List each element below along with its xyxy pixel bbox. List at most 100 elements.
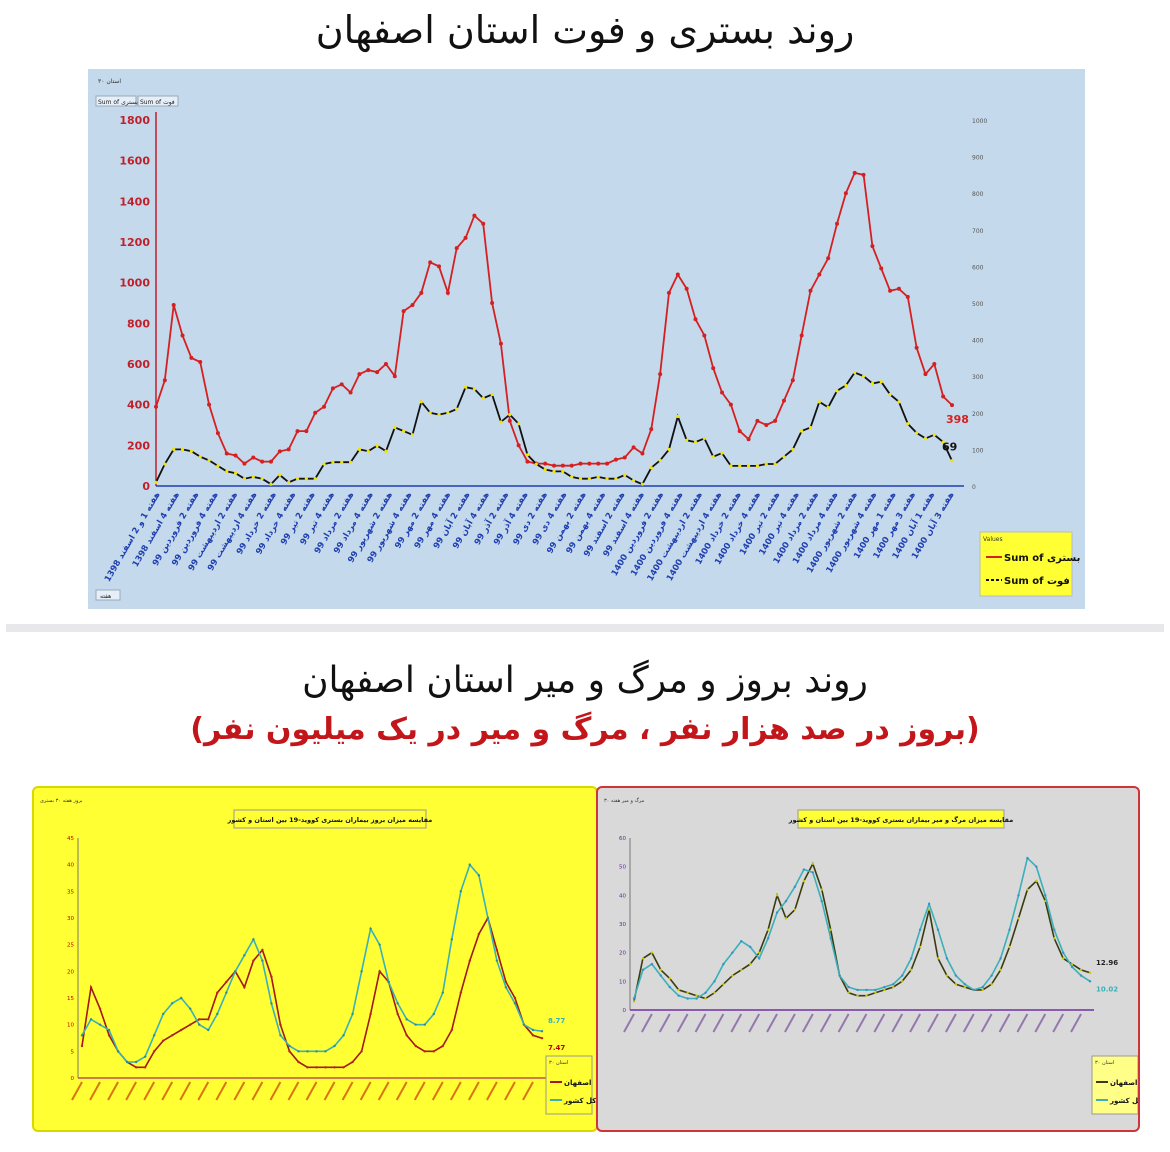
- mini-series-point: [405, 1018, 408, 1021]
- mini-series-point: [775, 894, 779, 897]
- mini-series-point: [945, 974, 949, 977]
- hospitalized-point: [764, 423, 769, 427]
- mini-series-point: [152, 1034, 156, 1037]
- filter-button-label: هفته: [100, 593, 111, 600]
- mini-x-tick-label-mark: [449, 1081, 462, 1101]
- mini-series-point: [161, 1039, 165, 1042]
- mini-x-tick-label-mark: [323, 1081, 336, 1101]
- mini-series-point: [198, 1023, 201, 1026]
- death-point: [764, 462, 768, 466]
- mini-y-tick-label: 50: [619, 865, 626, 871]
- hospitalized-point: [941, 394, 946, 399]
- filter-button: [95, 589, 121, 601]
- legend-title: Values: [983, 536, 1003, 543]
- mini-series-point: [775, 911, 779, 914]
- mini-series-point: [909, 968, 913, 972]
- deaths-last-label: 69: [942, 441, 957, 454]
- mini-series-point: [847, 991, 850, 994]
- mini-series-point: [990, 983, 993, 986]
- mini-series-point: [351, 1060, 354, 1064]
- mini-series-point: [766, 937, 770, 940]
- death-point: [861, 374, 866, 378]
- mini-series-point: [1026, 856, 1029, 860]
- mini-series-point: [270, 1002, 273, 1005]
- hospitalized-point: [348, 390, 353, 395]
- mini-y-tick-label: 5: [71, 1049, 75, 1055]
- mini-series-point: [486, 916, 490, 920]
- mini-series-point: [98, 1023, 102, 1026]
- mini-x-tick-label-mark: [1052, 1013, 1065, 1033]
- death-point: [853, 370, 857, 375]
- hospitalized-point: [189, 355, 194, 360]
- mini-series-point: [677, 994, 680, 997]
- mini-series-point: [704, 991, 707, 994]
- mini-x-tick-label-mark: [801, 1013, 814, 1033]
- mini-series-point: [423, 1050, 426, 1053]
- death-point: [640, 482, 645, 486]
- death-point: [525, 453, 530, 457]
- mini-legend-box: [1091, 1055, 1139, 1115]
- mini-x-tick-label-mark: [1034, 1013, 1047, 1033]
- mini-x-tick-label-mark: [107, 1081, 119, 1101]
- mini-series-point: [477, 932, 481, 936]
- mini-series-point: [89, 1018, 93, 1021]
- mini-series-point: [1061, 951, 1065, 954]
- mini-series-point: [1088, 980, 1092, 983]
- hospitalized-last-label: 398: [946, 413, 969, 426]
- mini-series-point: [234, 970, 237, 973]
- hospitalized-point: [304, 429, 309, 434]
- field-button-label: Sum of بستری: [98, 99, 138, 106]
- death-point: [340, 460, 344, 464]
- hospitalized-point: [658, 372, 663, 377]
- hospitalized-point: [445, 290, 450, 295]
- hospitalized-point: [631, 445, 636, 450]
- mini-series-point: [749, 962, 752, 966]
- y-left-tick-label: 1400: [119, 195, 150, 208]
- mini-series-point: [793, 885, 797, 888]
- mini-series-point: [243, 954, 246, 957]
- hospitalized-point: [251, 455, 256, 460]
- hospitalized-point: [552, 463, 556, 468]
- death-point: [463, 385, 468, 389]
- mini-series-point: [820, 888, 823, 891]
- mini-series-point: [531, 1028, 535, 1032]
- mini-series-point: [279, 1034, 282, 1037]
- death-point: [322, 462, 326, 466]
- mini-x-tick-label-mark: [395, 1081, 408, 1101]
- y-left-tick-label: 1000: [119, 277, 150, 290]
- mini-series-point: [963, 985, 967, 989]
- mini-series-point: [432, 1050, 435, 1053]
- mini-series-point: [477, 874, 481, 877]
- mini-series-point: [441, 1044, 444, 1048]
- mini-series-point: [927, 902, 931, 906]
- mini-series-point: [918, 945, 922, 949]
- death-point: [437, 413, 441, 417]
- mini-x-tick-label-mark: [233, 1081, 246, 1101]
- mini-series-point: [396, 1012, 399, 1016]
- death-point: [844, 383, 848, 387]
- hospitalized-point: [410, 303, 415, 308]
- mini-series-point: [207, 1028, 210, 1032]
- mini-series-point: [1017, 917, 1020, 920]
- mini-series-point: [504, 986, 508, 989]
- death-point: [578, 477, 583, 481]
- hospitalized-point: [322, 404, 327, 409]
- mini-series-point: [963, 983, 967, 986]
- field-button: [137, 95, 179, 107]
- hospitalized-point: [375, 370, 380, 375]
- death-point: [172, 447, 176, 451]
- hospitalized-point: [268, 459, 273, 464]
- mini-y-tick-label: 30: [619, 922, 626, 928]
- death-point: [906, 422, 910, 426]
- mini-pivot-label: استان ۳۰: [549, 1060, 568, 1066]
- mini-legend-label: اصفهان: [564, 1079, 591, 1087]
- mini-series-point: [450, 938, 454, 941]
- mini-series-point: [784, 917, 788, 920]
- bottom-section-title: روند بروز و مرگ و میر استان اصفهان: [302, 660, 868, 701]
- mini-series-point: [369, 927, 372, 930]
- section-divider: [6, 624, 1164, 632]
- death-point: [251, 475, 255, 479]
- mini-series-point: [918, 928, 922, 931]
- mini-series-point: [999, 957, 1002, 960]
- mini-series-point: [161, 1012, 165, 1016]
